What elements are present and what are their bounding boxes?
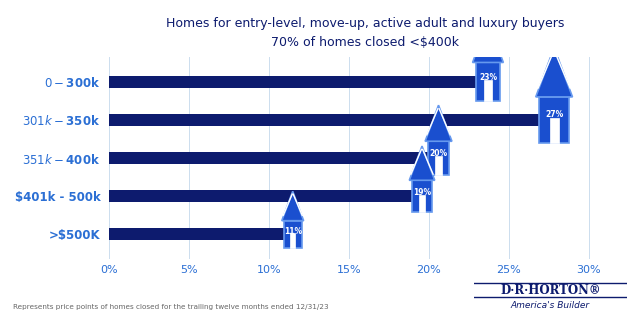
Polygon shape [410, 146, 435, 180]
Text: 11%: 11% [284, 227, 302, 235]
Text: 20%: 20% [429, 149, 447, 159]
Bar [435, 156, 442, 175]
Bar [484, 80, 492, 101]
Text: 27%: 27% [545, 110, 563, 119]
Bar [109, 228, 285, 240]
Bar [540, 97, 569, 143]
Bar [109, 76, 477, 88]
Text: America's Builder: America's Builder [511, 301, 590, 310]
Text: 23%: 23% [479, 73, 497, 82]
Polygon shape [536, 47, 572, 97]
Bar [476, 63, 500, 101]
Polygon shape [425, 105, 452, 141]
Bar [428, 141, 449, 175]
Bar [550, 118, 559, 143]
Bar [419, 195, 425, 212]
Title: Homes for entry-level, move-up, active adult and luxury buyers
70% of homes clos: Homes for entry-level, move-up, active a… [166, 17, 564, 49]
Bar [109, 114, 541, 126]
Bar [290, 233, 296, 248]
Polygon shape [472, 21, 503, 63]
Text: 19%: 19% [413, 188, 431, 197]
Polygon shape [282, 191, 303, 221]
Bar [412, 180, 432, 212]
Bar [109, 152, 429, 164]
Text: Represents price points of homes closed for the trailing twelve months ended 12/: Represents price points of homes closed … [13, 304, 328, 310]
Text: D·R·HORTON®: D·R·HORTON® [500, 283, 601, 297]
Bar [109, 190, 413, 202]
Bar [284, 221, 301, 248]
